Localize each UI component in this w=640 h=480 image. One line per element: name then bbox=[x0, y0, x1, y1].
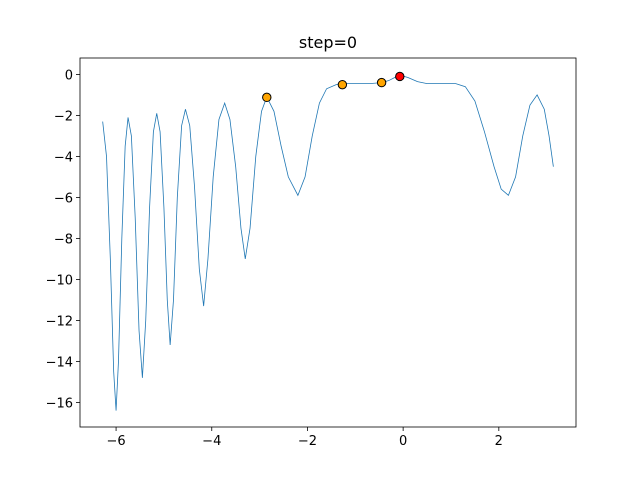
x-tick-label: −6 bbox=[106, 434, 125, 449]
point bbox=[262, 92, 272, 103]
y-tick-label: −4 bbox=[54, 150, 73, 165]
chart-title: step=0 bbox=[299, 33, 357, 52]
y-tick-label: −12 bbox=[46, 314, 73, 329]
point bbox=[376, 77, 387, 88]
point bbox=[337, 79, 348, 90]
point bbox=[395, 71, 405, 82]
y-tick-label: −6 bbox=[54, 191, 73, 206]
y-tick-label: −8 bbox=[54, 232, 73, 247]
x-tick-label: −2 bbox=[298, 434, 317, 449]
x-tick-label: −4 bbox=[202, 434, 221, 449]
y-tick-label: −2 bbox=[54, 109, 73, 124]
y-tick-label: −16 bbox=[46, 396, 73, 411]
line bbox=[102, 75, 554, 411]
x-tick-label: 2 bbox=[495, 434, 503, 449]
y-tick-label: −14 bbox=[46, 355, 73, 370]
plot-frame bbox=[79, 57, 577, 428]
x-tick-label: 0 bbox=[399, 434, 407, 449]
y-tick-label: −10 bbox=[46, 273, 73, 288]
y-tick-label: 0 bbox=[65, 68, 73, 83]
